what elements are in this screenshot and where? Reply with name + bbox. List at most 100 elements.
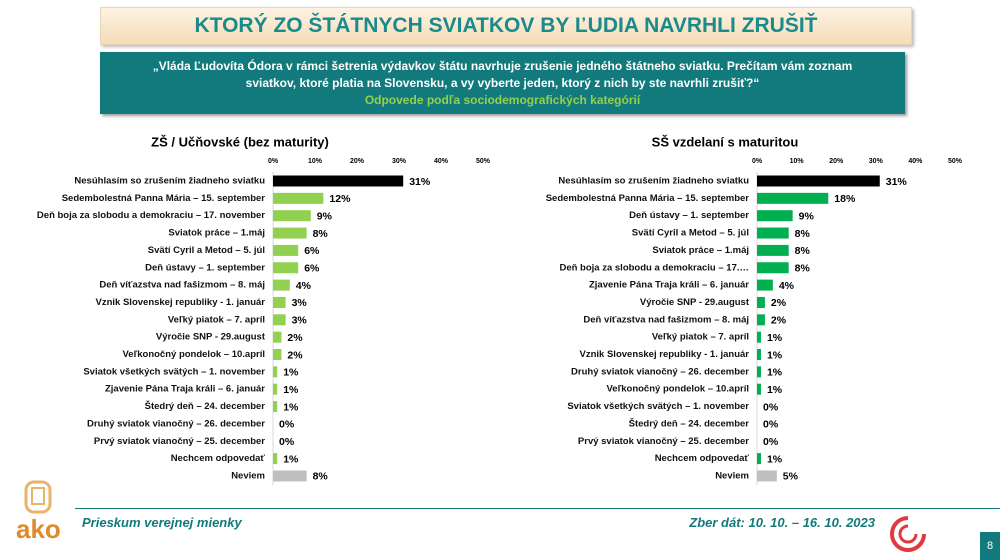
x-tick-label: 20%: [350, 158, 365, 165]
value-label: 5%: [783, 471, 799, 483]
footer-right: Zber dát: 10. 10. – 16. 10. 2023: [689, 515, 875, 530]
value-label: 0%: [763, 419, 779, 431]
category-label: Zjavenie Pána Traja králi – 6. január: [589, 280, 749, 291]
bar: [757, 192, 829, 204]
value-label: 8%: [795, 245, 811, 257]
logo-text: ako: [16, 514, 61, 544]
value-label: 4%: [296, 280, 312, 292]
category-label: Sviatok všetkých svätých – 1. november: [567, 401, 749, 412]
footer-left: Prieskum verejnej mienky: [82, 515, 242, 530]
category-label: Výročie SNP - 29.august: [640, 297, 750, 308]
chart-title: SŠ vzdelaní s maturitou: [652, 134, 799, 149]
value-label: 18%: [834, 193, 856, 205]
category-label: Vznik Slovenskej republiky - 1. január: [96, 297, 266, 308]
value-label: 8%: [795, 263, 811, 275]
category-label: Veľký piatok – 7. apríl: [168, 314, 265, 325]
value-label: 31%: [409, 176, 431, 188]
bar: [273, 331, 282, 343]
bar: [273, 210, 311, 222]
value-label: 1%: [767, 384, 783, 396]
category-label: Veľkonočný pondelok – 10.apríl: [606, 384, 749, 395]
value-label: 1%: [283, 453, 299, 465]
x-tick-label: 40%: [434, 158, 449, 165]
bar: [757, 227, 789, 239]
page-number: 8: [980, 532, 1000, 560]
value-label: 1%: [283, 384, 299, 396]
question: „Vláda Ľudovíta Ódora v rámci šetrenia v…: [152, 59, 853, 73]
question: sviatkov, ktoré platia na Slovensku, a v…: [245, 76, 760, 90]
category-label: Deň víťazstva nad fašizmom – 8. máj: [99, 280, 265, 291]
category-label: Vznik Slovenskej republiky - 1. január: [580, 349, 750, 360]
value-label: 8%: [313, 228, 329, 240]
x-tick-label: 10%: [308, 158, 323, 165]
value-label: 8%: [313, 471, 329, 483]
bar: [757, 279, 773, 291]
value-label: 9%: [799, 210, 815, 222]
x-tick-label: 30%: [869, 158, 884, 165]
footer-line: [75, 508, 1000, 509]
value-label: 9%: [317, 210, 333, 222]
category-label: Druhý sviatok vianočný – 26. december: [571, 366, 749, 377]
value-label: 2%: [771, 297, 787, 309]
bar: [273, 383, 278, 395]
category-label: Sviatok práce – 1.máj: [652, 245, 749, 256]
bar: [273, 349, 282, 360]
bar: [273, 296, 286, 308]
category-label: Veľký piatok – 7. apríl: [652, 332, 749, 343]
category-label: Štedrý deň – 24. december: [629, 417, 750, 429]
bar: [273, 244, 299, 256]
category-label: Deň ústavy – 1. september: [629, 210, 749, 221]
value-label: 4%: [779, 280, 795, 292]
value-label: 2%: [287, 349, 303, 361]
category-label: Zjavenie Pána Traja králi – 6. január: [105, 384, 265, 395]
value-label: 6%: [304, 263, 320, 275]
category-label: Veľkonočný pondelok – 10.apríl: [122, 349, 265, 360]
subtitle: Odpovede podľa sociodemografických kateg…: [364, 93, 641, 107]
bar: [273, 453, 278, 465]
bar: [757, 366, 761, 378]
bar: [757, 470, 777, 482]
category-label: Svätí Cyril a Metod – 5. júl: [632, 228, 749, 239]
brand-logo: [890, 516, 926, 552]
x-tick-label: 0%: [752, 158, 763, 165]
value-label: 2%: [771, 315, 787, 327]
bar: [273, 314, 286, 326]
category-label: Deň ústavy – 1. september: [145, 262, 265, 273]
category-label: Prvý sviatok vianočný – 25. december: [94, 436, 265, 447]
category-label: Sedembolestná Panna Mária – 15. septembe…: [546, 193, 750, 204]
bar: [273, 262, 299, 274]
value-label: 1%: [283, 367, 299, 379]
category-label: Sviatok všetkých svätých – 1. november: [83, 366, 265, 377]
bar: [273, 192, 324, 204]
value-label: 1%: [767, 367, 783, 379]
bar: [273, 279, 290, 291]
bar: [273, 366, 278, 378]
value-label: 2%: [287, 332, 303, 344]
value-label: 1%: [767, 349, 783, 361]
category-label: Svätí Cyril a Metod – 5. júl: [148, 245, 265, 256]
bar: [273, 175, 404, 187]
x-tick-label: 0%: [268, 158, 279, 165]
bar: [273, 401, 278, 413]
x-tick-label: 20%: [829, 158, 844, 165]
bar: [757, 453, 761, 465]
bar: [757, 244, 789, 256]
x-tick-label: 50%: [476, 158, 491, 165]
category-label: Štedrý deň – 24. december: [145, 400, 266, 412]
question-box: „Vláda Ľudovíta Ódora v rámci šetrenia v…: [100, 52, 905, 114]
category-label: Nesúhlasím so zrušením žiadneho sviatku: [558, 176, 749, 187]
bar: [757, 349, 761, 360]
bar: [757, 210, 793, 222]
x-tick-label: 40%: [908, 158, 923, 165]
category-label: Prvý sviatok vianočný – 25. december: [578, 436, 749, 447]
value-label: 0%: [763, 436, 779, 448]
category-label: Nechcem odpovedať: [655, 453, 750, 464]
bar: [757, 383, 761, 395]
charts: ZŠ / Učňovské (bez maturity) 0% 10% 20% 30% 4…: [37, 134, 963, 485]
bar: [757, 296, 765, 308]
category-label: Sviatok práce – 1.máj: [168, 228, 265, 239]
value-label: 3%: [292, 297, 308, 309]
category-label: Sedembolestná Panna Mária – 15. septembe…: [62, 193, 266, 204]
category-label: Deň boja za slobodu a demokraciu – 17.…: [559, 262, 749, 273]
